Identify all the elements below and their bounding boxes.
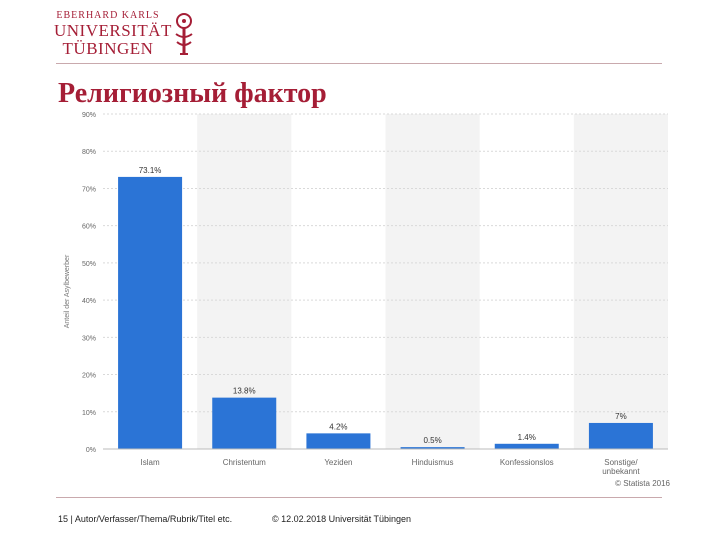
university-logo: EBERHARD KARLS UNIVERSITÄT TÜBINGEN <box>54 8 214 58</box>
data-label: 4.2% <box>329 422 347 431</box>
y-tick-label: 70% <box>82 186 96 193</box>
column-band <box>197 114 292 449</box>
data-label: 0.5% <box>423 436 441 445</box>
logo-line-1: EBERHARD KARLS <box>56 10 160 21</box>
y-tick-label: 80% <box>82 149 96 156</box>
y-tick-label: 40% <box>82 298 96 305</box>
data-label: 13.8% <box>233 387 256 396</box>
y-tick-label: 20% <box>82 373 96 380</box>
x-tick-label: Christentum <box>223 458 266 467</box>
x-tick-label: Yeziden <box>324 458 352 467</box>
data-label: 73.1% <box>139 166 162 175</box>
x-tick-label: Islam <box>141 458 160 467</box>
x-tick-label: Sonstige/ <box>604 458 638 467</box>
bar <box>212 397 277 449</box>
bar <box>400 447 465 449</box>
university-emblem-icon <box>175 13 193 55</box>
footer-divider <box>56 497 662 498</box>
y-tick-label: 30% <box>82 335 96 342</box>
y-tick-label: 60% <box>82 224 96 231</box>
y-axis-label: Anteil der Asylbewerber <box>64 254 71 328</box>
source-label: © Statista 2016 <box>615 479 670 488</box>
bar <box>306 433 371 449</box>
x-tick-label: Hinduismus <box>412 458 454 467</box>
logo-line-3: TÜBINGEN <box>62 39 154 58</box>
bar <box>118 176 183 449</box>
logo-line-2: UNIVERSITÄT <box>54 21 172 40</box>
slide-title: Религиозный фактор <box>58 78 327 109</box>
column-band <box>573 114 668 449</box>
footer-slide-info: 15 | Autor/Verfasser/Thema/Rubrik/Titel … <box>58 514 233 524</box>
y-tick-label: 90% <box>82 112 96 119</box>
bar <box>494 443 559 449</box>
y-tick-label: 50% <box>82 261 96 268</box>
column-band <box>385 114 480 449</box>
data-label: 1.4% <box>518 433 536 442</box>
x-tick-label: Konfessionslos <box>500 458 554 467</box>
header-divider <box>56 63 662 64</box>
data-label: 7% <box>615 412 627 421</box>
bar <box>588 422 653 449</box>
y-tick-label: 10% <box>82 410 96 417</box>
footer-copyright: © 12.02.2018 Universität Tübingen <box>272 514 412 524</box>
y-tick-label: 0% <box>86 447 96 454</box>
x-tick-label: unbekannt <box>602 467 640 476</box>
